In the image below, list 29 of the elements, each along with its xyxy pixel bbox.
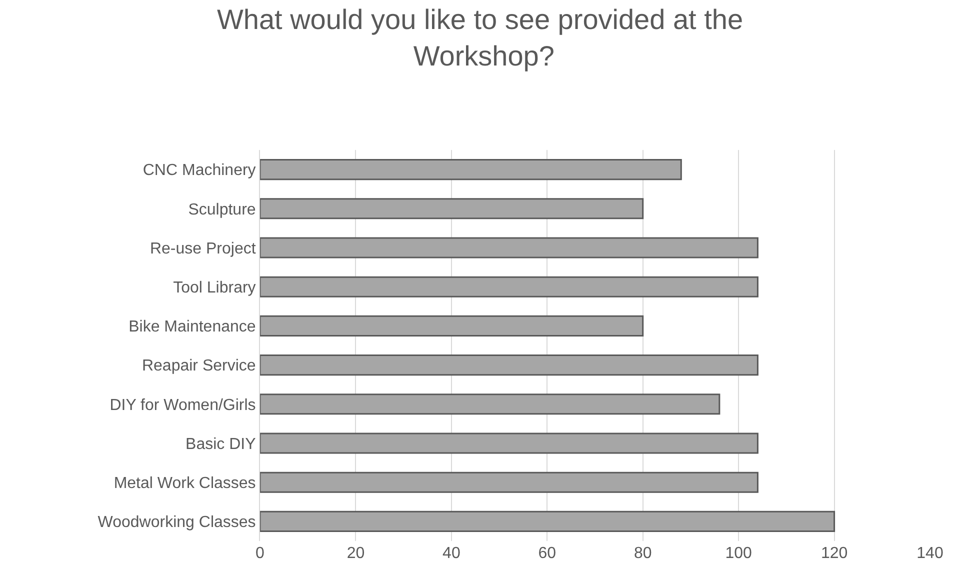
y-tick-label: DIY for Women/Girls — [110, 396, 256, 414]
bar — [260, 315, 644, 336]
y-tick-label: Reapair Service — [142, 358, 256, 375]
y-tick-label: Basic DIY — [186, 436, 256, 453]
x-tick-label: 100 — [725, 545, 752, 562]
bar — [260, 354, 758, 376]
x-tick-label: 0 — [256, 545, 265, 562]
x-tick-label: 120 — [820, 545, 848, 562]
bar — [260, 159, 682, 180]
chart-title: What would you like to see provided at the Workshop? — [216, 4, 744, 72]
y-tick-label: Woodworking Classes — [98, 514, 256, 532]
bar — [260, 237, 758, 258]
bar — [260, 198, 644, 220]
x-tick-label: 60 — [538, 545, 556, 562]
bar — [260, 394, 720, 415]
y-tick-label: CNC Machinery — [142, 162, 256, 180]
y-tick-label: Sculpture — [188, 201, 256, 218]
bar — [260, 432, 758, 454]
y-tick-label: Metal Work Classes — [114, 474, 256, 492]
x-tick-label: 40 — [442, 545, 460, 562]
bar — [260, 472, 758, 493]
x-tick-label: 80 — [634, 545, 652, 562]
y-tick-label: Bike Maintenance — [128, 318, 256, 336]
bar — [260, 510, 836, 532]
bar — [260, 276, 758, 298]
y-tick-label: Tool Library — [173, 279, 256, 296]
x-tick-label: 140 — [916, 545, 944, 562]
y-tick-label: Re-use Project — [150, 240, 256, 258]
x-tick-label: 20 — [346, 545, 365, 562]
